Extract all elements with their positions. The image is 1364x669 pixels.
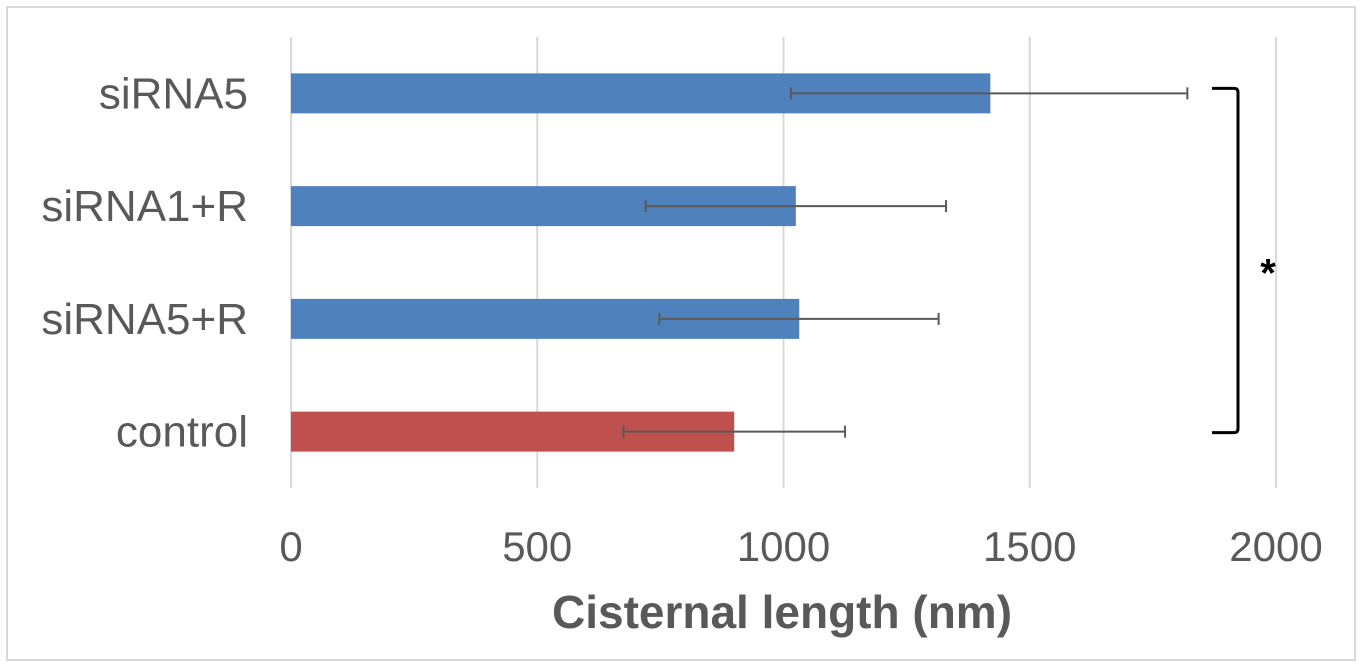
error-bars: [622, 87, 1189, 438]
error-bar: [622, 425, 847, 438]
x-tick-labels: 0 500 1000 1500 2000: [279, 523, 1322, 570]
bracket-line: [1212, 86, 1240, 435]
x-tick-label: 500: [502, 523, 572, 570]
category-label: siRNA1+R: [41, 182, 248, 231]
significance-star: *: [1260, 252, 1276, 296]
category-label: siRNA5+R: [41, 295, 248, 344]
error-bar: [658, 312, 940, 325]
x-axis-title: Cisternal length (nm): [552, 586, 1012, 638]
x-tick-label: 1000: [737, 523, 830, 570]
x-tick-label: 1500: [983, 523, 1076, 570]
significance-bracket: *: [1212, 86, 1276, 435]
bars: [291, 73, 991, 452]
x-tick-label: 2000: [1229, 523, 1322, 570]
category-label: siRNA5: [99, 69, 248, 118]
error-bar: [644, 200, 948, 213]
x-tick-label: 0: [279, 523, 302, 570]
category-labels: siRNA5 siRNA1+R siRNA5+R control: [41, 69, 248, 456]
category-label: control: [116, 408, 248, 457]
error-bar: [789, 87, 1189, 100]
